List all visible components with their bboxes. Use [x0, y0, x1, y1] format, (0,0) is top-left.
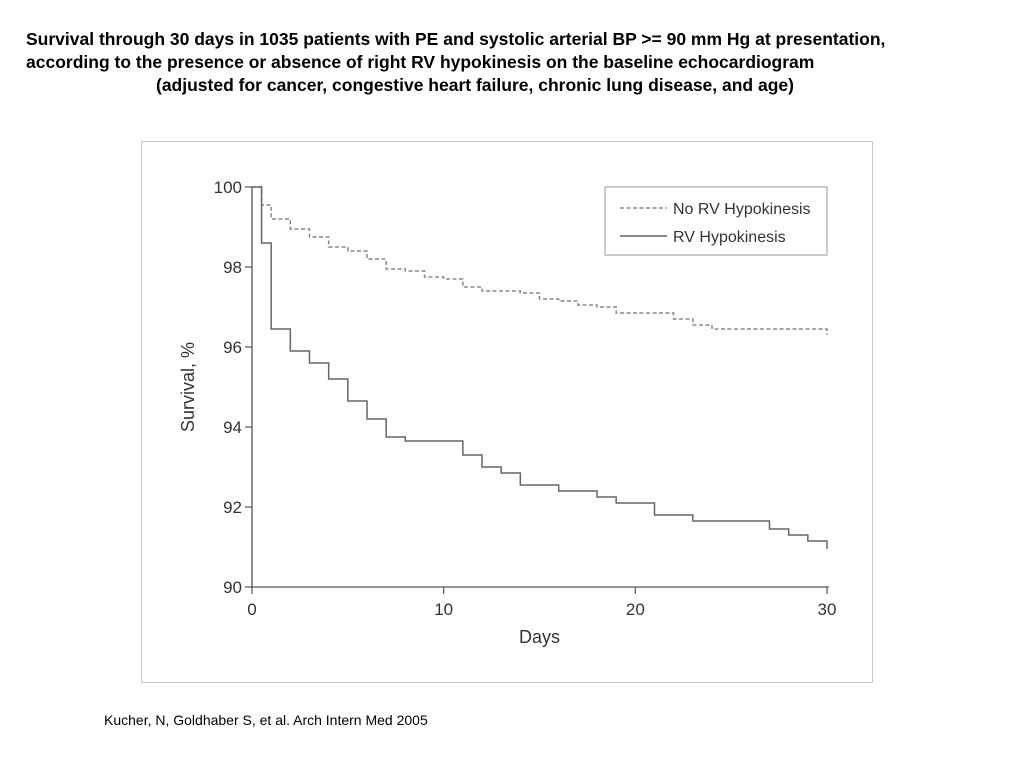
x-tick-label: 30	[818, 600, 837, 619]
series-group	[252, 186, 828, 549]
y-tick-label: 92	[223, 498, 242, 517]
legend: No RV Hypokinesis RV Hypokinesis	[604, 186, 828, 256]
y-tick-label: 96	[223, 338, 242, 357]
axes: 90 92 94 96 98 100 0 10 20 30	[214, 178, 837, 619]
y-tick-label: 100	[214, 178, 242, 197]
series-line-2	[252, 186, 828, 549]
title-line-3: (adjusted for cancer, congestive heart f…	[156, 75, 794, 95]
citation: Kucher, N, Goldhaber S, et al. Arch Inte…	[104, 712, 428, 728]
y-tick-label: 98	[223, 258, 242, 277]
title-line-2: according to the presence or absence of …	[26, 52, 815, 72]
y-tick-label: 90	[223, 578, 242, 597]
survival-chart: 90 92 94 96 98 100 0 10 20 30 No RV Hypokinesis RV…	[178, 178, 837, 647]
y-tick-label: 94	[223, 418, 242, 437]
x-axis-label: Days	[519, 627, 560, 647]
x-tick-label: 10	[434, 600, 453, 619]
chart-frame: 90 92 94 96 98 100 0 10 20 30 No RV Hypokinesis RV…	[141, 141, 873, 683]
title-line-1: Survival through 30 days in 1035 patient…	[26, 29, 886, 49]
x-tick-label: 20	[626, 600, 645, 619]
legend-label-1: No RV Hypokinesis	[673, 201, 811, 218]
series-line-1	[252, 186, 828, 335]
slide-title: Survival through 30 days in 1035 patient…	[26, 28, 1016, 97]
y-axis-label: Survival, %	[178, 342, 198, 432]
x-tick-label: 0	[247, 600, 256, 619]
legend-label-2: RV Hypokinesis	[673, 229, 786, 246]
legend-box	[604, 186, 828, 256]
